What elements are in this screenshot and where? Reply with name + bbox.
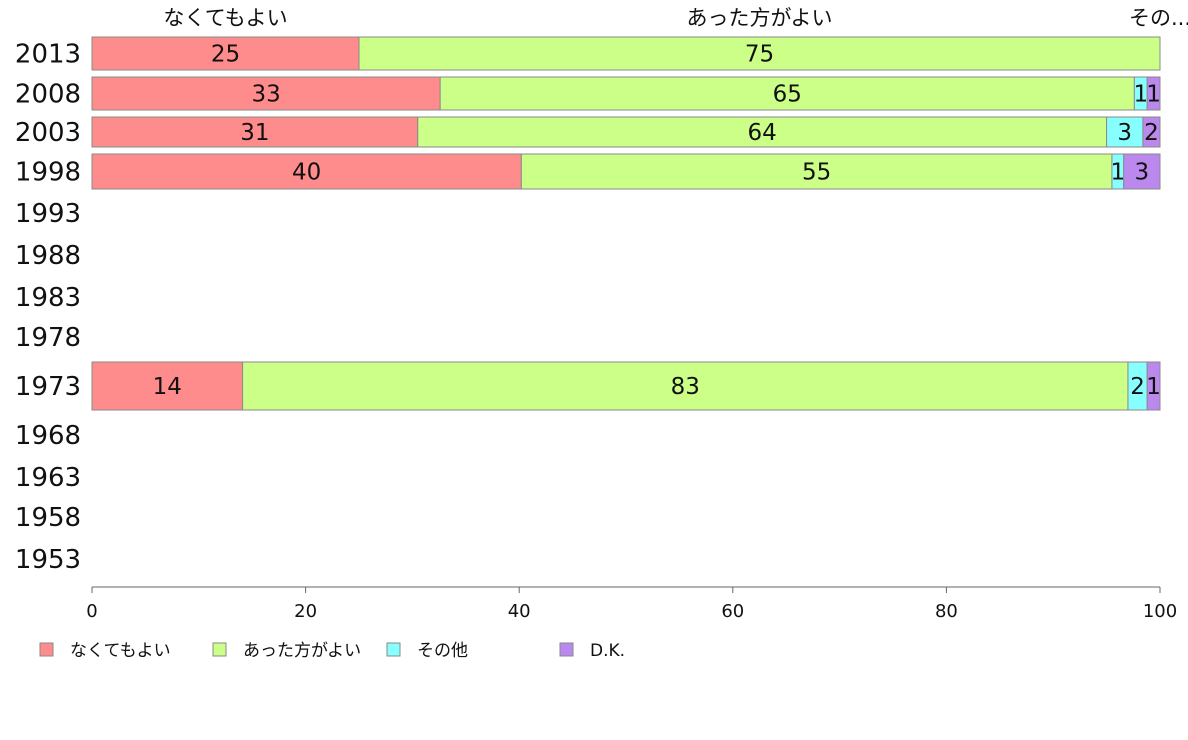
- year-label-1988: 1988: [15, 241, 81, 271]
- bar-label-2003-series-1: 64: [748, 120, 777, 146]
- bar-1973-series-1: [242, 361, 1129, 411]
- bar-2008-series-3: [1146, 76, 1161, 111]
- bar-2003-series-2: [1106, 116, 1144, 148]
- legend-swatch-1: [212, 642, 227, 657]
- year-label-1993: 1993: [15, 199, 81, 229]
- year-label-2003: 2003: [15, 118, 81, 148]
- bar-1998-series-3: [1123, 153, 1161, 190]
- bar-label-2008-series-0: 33: [251, 82, 280, 108]
- bar-label-2013-series-0: 25: [211, 42, 240, 68]
- bar-label-1973-series-1: 83: [671, 374, 700, 400]
- year-label-1978: 1978: [15, 323, 81, 353]
- year-labels-layer: 2013 2008 2003 1998 1993 1988 1983 1978 1973 1968…: [15, 40, 81, 576]
- bar-label-1998-series-2: 1: [1110, 160, 1125, 186]
- bar-label-1998-series-0: 40: [292, 160, 321, 186]
- x-axis: 0 20 40 60 80 100: [86, 586, 1177, 622]
- bar-2013-series-1: [358, 36, 1161, 71]
- bar-label-2008-series-2: 1: [1133, 82, 1148, 108]
- legend-label-3: D.K.: [590, 641, 625, 661]
- legend-swatch-3: [559, 642, 574, 657]
- bar-1998-series-1: [520, 153, 1113, 190]
- bar-label-2008-series-1: 65: [773, 82, 802, 108]
- bar-label-2003-series-2: 3: [1117, 120, 1132, 146]
- bar-1973-series-3: [1146, 361, 1161, 411]
- x-tick-label-40: 40: [508, 601, 531, 622]
- bar-1998-series-0: [91, 153, 522, 190]
- bar-label-1973-series-3: 1: [1146, 374, 1161, 400]
- bar-2003-series-0: [91, 116, 419, 148]
- legend-label-0: なくてもよい: [70, 641, 171, 661]
- top-label-1: あった方がよい: [687, 6, 833, 30]
- x-tick-label-100: 100: [1143, 601, 1177, 622]
- bar-2008-series-0: [91, 76, 441, 111]
- x-tick-label-20: 20: [294, 601, 317, 622]
- bar-1973-series-0: [91, 361, 244, 411]
- year-label-1958: 1958: [15, 503, 81, 533]
- top-labels-layer: なくてもよい あった方がよい その...: [163, 6, 1188, 30]
- legend: なくてもよい あった方がよい その他 D.K.: [39, 641, 625, 661]
- bar-2003-series-3: [1142, 116, 1161, 148]
- legend-swatch-0: [39, 642, 54, 657]
- top-label-2: その...: [1129, 6, 1188, 30]
- x-tick-label-0: 0: [86, 601, 97, 622]
- year-label-1983: 1983: [15, 283, 81, 313]
- x-tick-label-60: 60: [721, 601, 744, 622]
- bar-label-1998-series-1: 55: [802, 160, 831, 186]
- year-label-1963: 1963: [15, 463, 81, 493]
- legend-swatch-2: [386, 642, 401, 657]
- bar-2013-series-0: [91, 36, 360, 71]
- legend-label-1: あった方がよい: [243, 641, 361, 661]
- year-label-1973: 1973: [15, 372, 81, 402]
- bar-2003-series-1: [417, 116, 1108, 148]
- x-tick-label-80: 80: [935, 601, 958, 622]
- legend-label-2: その他: [417, 641, 468, 661]
- bar-label-2013-series-1: 75: [745, 42, 774, 68]
- bar-label-1973-series-2: 2: [1130, 374, 1145, 400]
- bar-label-1998-series-3: 3: [1135, 160, 1150, 186]
- year-label-2013: 2013: [15, 40, 81, 70]
- bar-2008-series-1: [439, 76, 1135, 111]
- bar-label-2008-series-3: 1: [1146, 82, 1161, 108]
- bar-label-1973-series-0: 14: [153, 374, 182, 400]
- bar-label-2003-series-0: 31: [240, 120, 269, 146]
- bar-label-2003-series-3: 2: [1144, 120, 1159, 146]
- year-label-2008: 2008: [15, 80, 81, 110]
- year-label-1953: 1953: [15, 545, 81, 575]
- top-label-0: なくてもよい: [163, 6, 287, 30]
- year-label-1998: 1998: [15, 158, 81, 188]
- year-label-1968: 1968: [15, 421, 81, 451]
